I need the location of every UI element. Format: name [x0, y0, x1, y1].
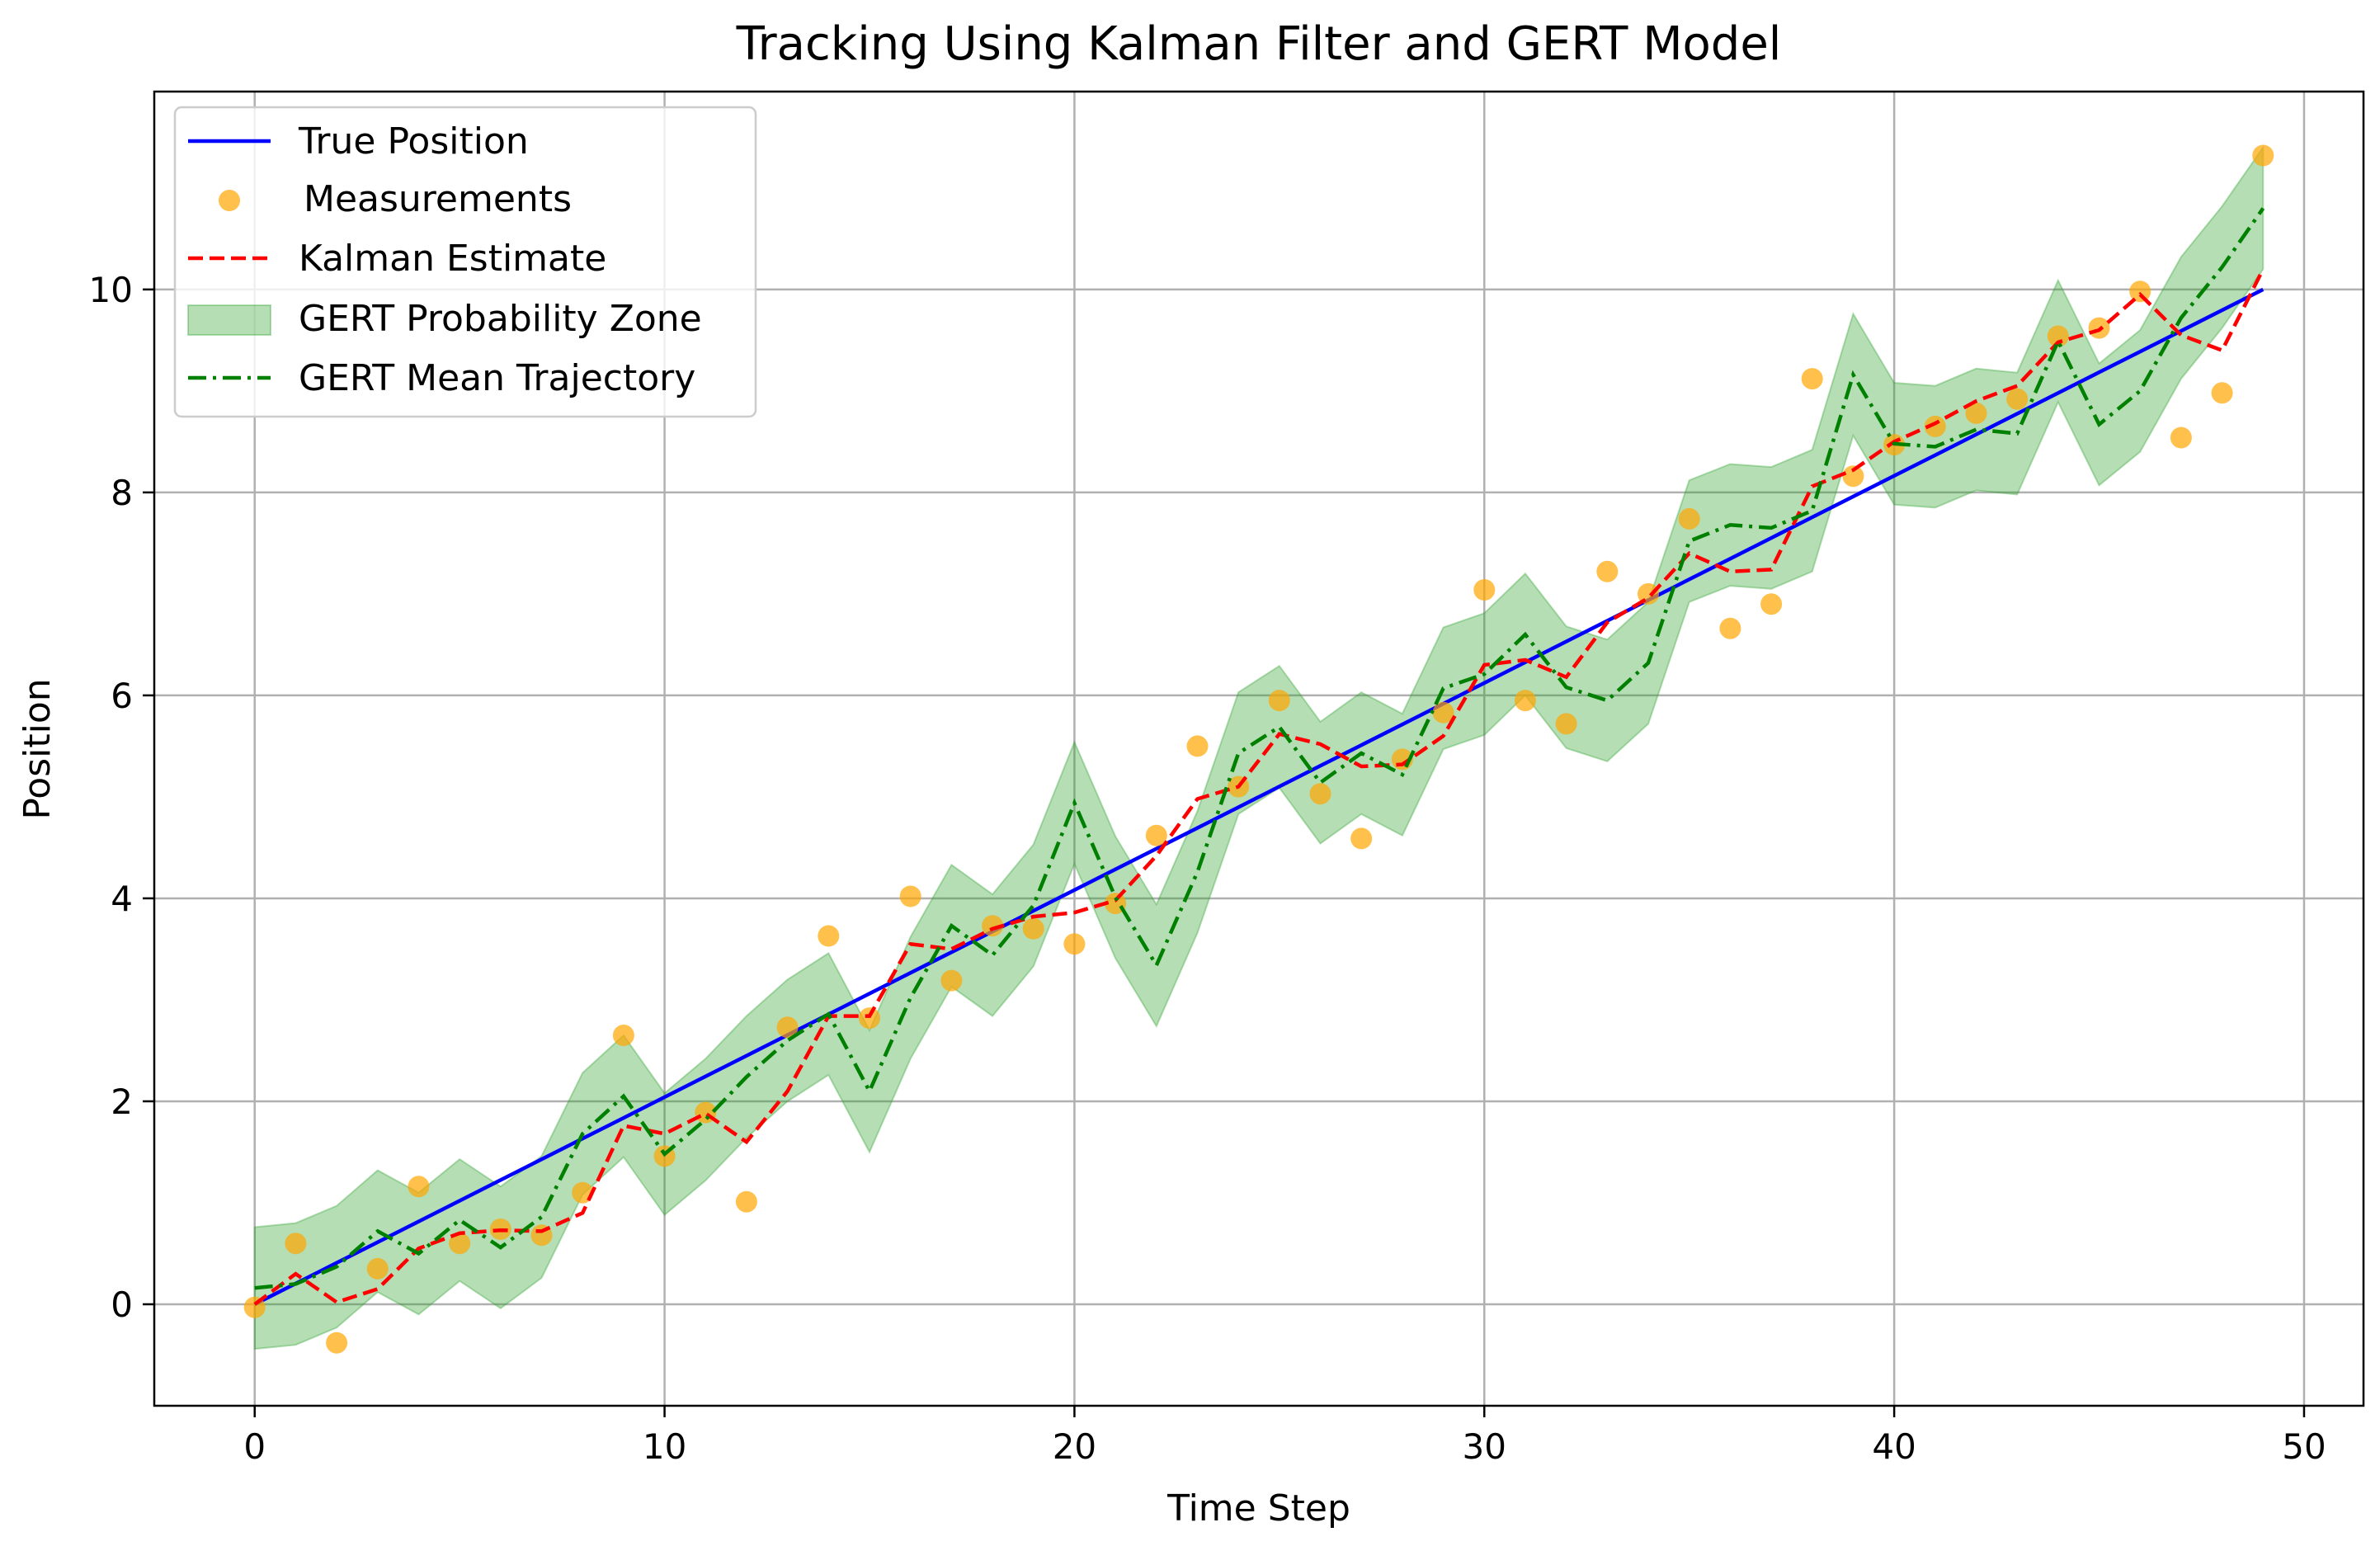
measurement-point	[859, 1007, 880, 1030]
measurement-point	[1555, 713, 1577, 735]
measurement-points	[243, 144, 2274, 1354]
legend-measurements-swatch	[219, 190, 240, 211]
measurement-point	[940, 969, 963, 992]
y-axis-ticks: 0 2 4 6 8 10	[89, 270, 154, 1325]
measurement-point	[982, 915, 1004, 937]
y-tick-label: 8	[111, 473, 133, 513]
x-tick-label: 40	[1872, 1426, 1916, 1467]
measurement-point	[1965, 402, 1987, 424]
legend: True Position Measurements Kalman Estima…	[173, 106, 757, 418]
measurement-point	[408, 1176, 430, 1198]
y-tick-label: 4	[111, 879, 133, 919]
y-tick-label: 0	[111, 1284, 133, 1325]
x-axis-ticks: 0 10 20 30 40 50	[243, 1406, 2326, 1467]
measurement-point	[2006, 388, 2029, 410]
measurement-point	[2047, 325, 2069, 347]
chart-title: Tracking Using Kalman Filter and GERT Mo…	[736, 17, 1782, 71]
measurement-point	[1801, 368, 1823, 390]
measurement-point	[1842, 465, 1864, 488]
measurement-point	[1473, 579, 1496, 601]
true-position-line	[253, 287, 2265, 1307]
grid-lines	[154, 92, 2364, 1406]
measurement-point	[326, 1332, 348, 1354]
gert-mean-trajectory-line	[254, 207, 2265, 1290]
measurement-point	[1924, 415, 1946, 437]
legend-true-position-label: True Position	[298, 120, 529, 163]
kalman-estimate-line	[253, 268, 2265, 1306]
legend-kalman-label: Kalman Estimate	[299, 238, 606, 280]
measurement-point	[449, 1233, 471, 1255]
measurement-point	[899, 885, 921, 907]
measurement-point	[366, 1257, 389, 1280]
plot-frame	[153, 90, 2365, 1407]
legend-measurements-label: Measurements	[304, 178, 572, 220]
measurement-point	[2170, 427, 2192, 449]
measurement-point	[1268, 690, 1290, 712]
measurement-point	[776, 1016, 799, 1039]
measurement-point	[612, 1025, 634, 1046]
y-tick-label: 2	[111, 1082, 133, 1122]
measurement-point	[1596, 560, 1619, 582]
measurement-point	[1760, 593, 1783, 615]
measurement-point	[2211, 382, 2233, 404]
measurement-point	[1350, 827, 1373, 850]
y-tick-label: 6	[111, 676, 133, 716]
measurement-point	[1063, 933, 1086, 955]
measurement-point	[1145, 824, 1167, 846]
x-tick-label: 20	[1053, 1426, 1096, 1467]
measurement-point	[1022, 917, 1044, 940]
measurement-point	[1432, 701, 1454, 724]
x-axis-label: Time Step	[1166, 1487, 1350, 1530]
measurement-point	[285, 1233, 307, 1255]
measurement-point	[1186, 735, 1209, 757]
y-tick-label: 10	[89, 270, 133, 310]
measurement-point	[2252, 144, 2274, 167]
measurement-point	[1514, 690, 1536, 712]
measurement-point	[735, 1190, 757, 1213]
legend-gert-mean-label: GERT Mean Trajectory	[299, 357, 695, 399]
measurement-point	[1678, 507, 1700, 530]
legend-zone-label: GERT Probability Zone	[299, 298, 702, 340]
measurement-point	[1309, 783, 1331, 805]
x-tick-label: 50	[2282, 1426, 2326, 1467]
x-tick-label: 0	[243, 1426, 266, 1467]
x-tick-label: 30	[1463, 1426, 1506, 1467]
measurement-point	[1719, 617, 1741, 639]
legend-zone-swatch	[187, 304, 271, 336]
measurement-point	[2129, 280, 2151, 303]
y-axis-label: Position	[16, 678, 59, 819]
legend-box	[173, 106, 757, 418]
measurement-point	[818, 925, 840, 947]
x-tick-label: 10	[643, 1426, 686, 1467]
